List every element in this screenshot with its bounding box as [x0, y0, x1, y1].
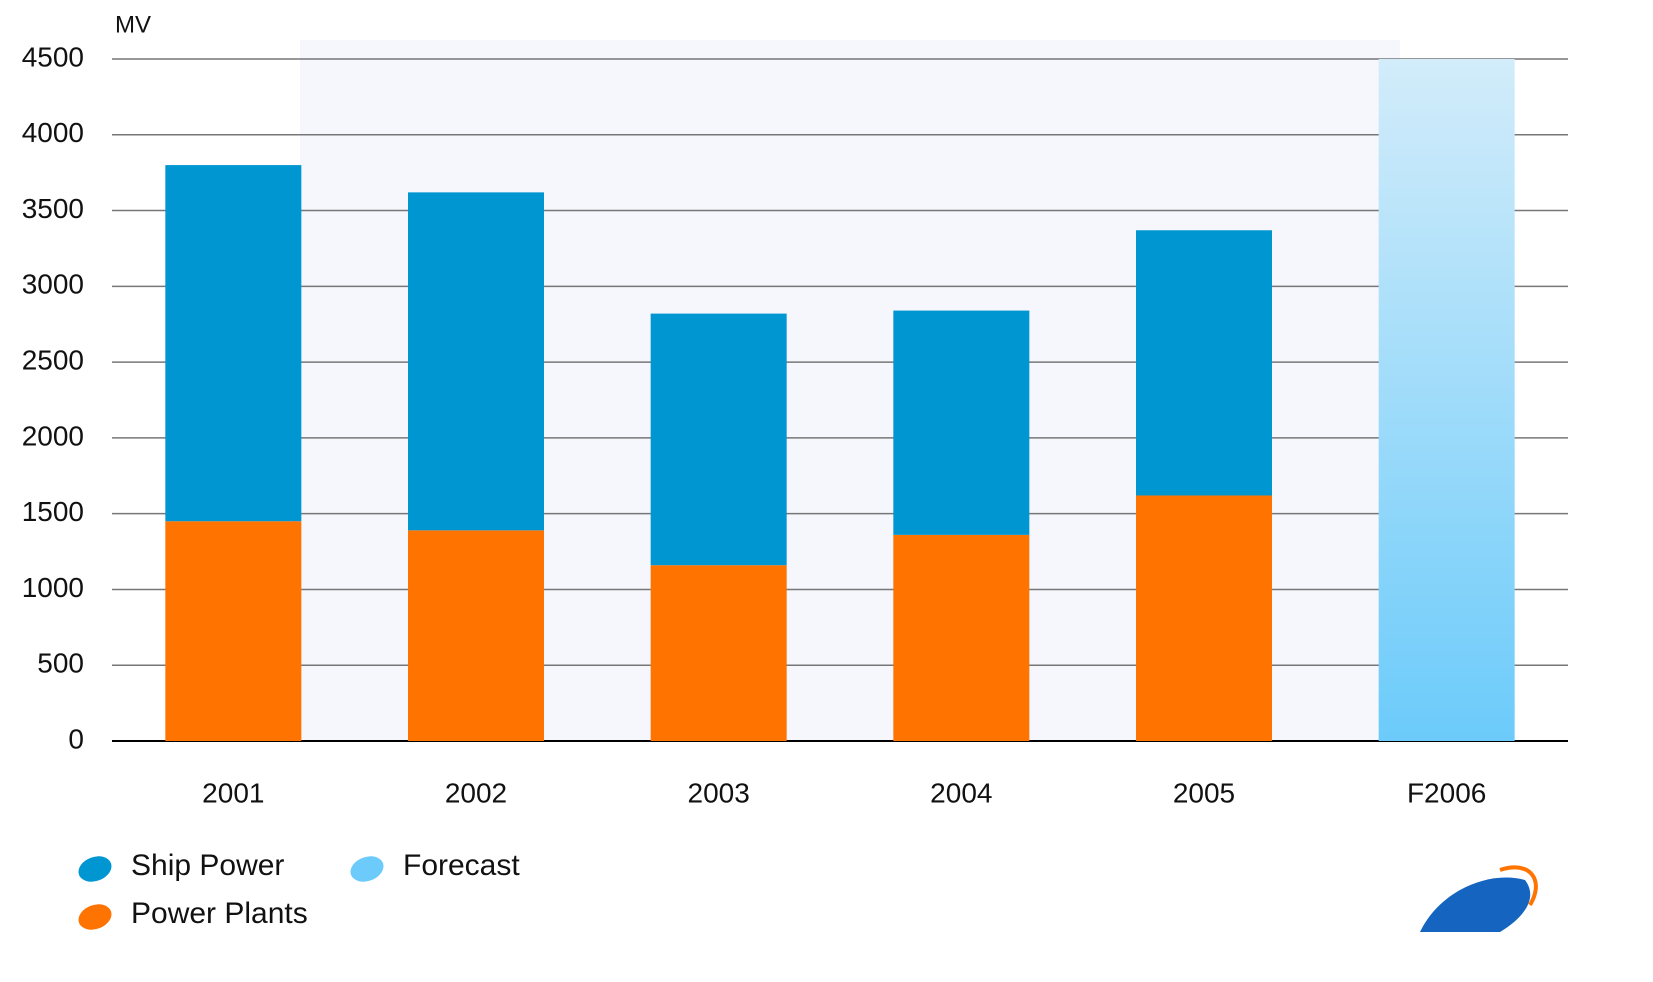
x-tick-label: 2005: [1173, 777, 1235, 808]
bar: [1136, 495, 1272, 741]
y-tick-label: 2500: [22, 345, 84, 376]
y-tick-label: 4500: [22, 41, 84, 72]
legend-label: Power Plants: [131, 897, 308, 930]
bar: [165, 165, 302, 522]
y-tick-label: 1000: [22, 572, 84, 603]
y-tick-label: 3500: [22, 193, 84, 224]
y-tick-label: 0: [68, 723, 84, 754]
legend-label: Forecast: [403, 849, 520, 882]
y-tick-label: 3000: [22, 269, 84, 300]
y-tick-label: 2000: [22, 420, 84, 451]
legend-marker: [78, 904, 112, 930]
legend-marker: [78, 856, 112, 882]
x-tick-label: 2001: [202, 777, 264, 808]
x-tick-label: 2003: [688, 777, 750, 808]
bar: [165, 521, 302, 741]
y-tick-label: 4000: [22, 117, 84, 148]
bar: [408, 530, 544, 741]
x-tick-label: 2004: [930, 777, 992, 808]
bar: [1136, 230, 1272, 496]
bar: [893, 534, 1030, 741]
bar: [650, 313, 787, 566]
bar: [893, 310, 1030, 535]
y-axis-label: MV: [115, 11, 151, 38]
x-tick-label: 2002: [445, 777, 507, 808]
x-tick-label: F2006: [1407, 777, 1486, 808]
bar: [1378, 59, 1515, 741]
legend-marker: [350, 856, 384, 882]
y-tick-label: 500: [37, 648, 84, 679]
y-tick-label: 1500: [22, 496, 84, 527]
bar: [650, 565, 787, 741]
logo: [1420, 865, 1538, 932]
bar: [408, 192, 544, 531]
legend-label: Ship Power: [131, 849, 284, 882]
